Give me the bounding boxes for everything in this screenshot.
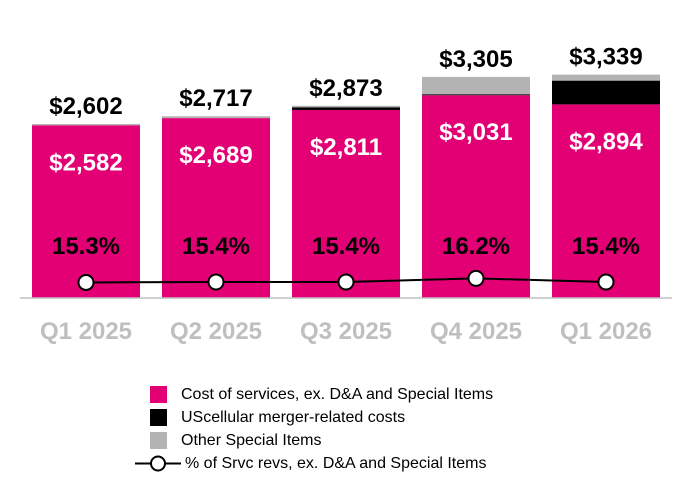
percent-label: 15.4% xyxy=(312,233,380,260)
category-label: Q2 2025 xyxy=(170,318,262,345)
category-label: Q1 2025 xyxy=(40,318,132,345)
category-label: Q3 2025 xyxy=(300,318,392,345)
percent-label: 15.4% xyxy=(182,233,250,260)
bar-segment-other xyxy=(292,105,400,108)
segment-label: $2,582 xyxy=(49,149,122,176)
bar-segment-other xyxy=(32,123,140,126)
total-label: $2,873 xyxy=(309,75,382,102)
bar-segment-uscellular xyxy=(292,107,400,110)
total-label: $3,339 xyxy=(569,44,642,71)
bar-segment-uscellular xyxy=(422,94,530,96)
legend-swatch-black xyxy=(150,409,167,426)
bar-segment-other xyxy=(552,74,660,81)
percent-label: 15.3% xyxy=(52,233,120,260)
segment-label: $2,689 xyxy=(179,142,252,169)
legend-item-cost-of-services: Cost of services, ex. D&A and Special It… xyxy=(150,383,493,406)
legend-label: Other Special Items xyxy=(181,431,322,449)
legend-label: Cost of services, ex. D&A and Special It… xyxy=(181,385,494,403)
bar-segment-other xyxy=(422,76,530,95)
bar-segment-uscellular xyxy=(552,80,660,105)
legend-label: UScellular merger-related costs xyxy=(181,408,406,426)
percent-point xyxy=(207,273,225,291)
segment-label: $3,031 xyxy=(439,119,512,146)
bar-segment-cost xyxy=(552,104,660,298)
bar-segment-cost xyxy=(162,118,270,299)
legend-label: % of Srvc revs, ex. D&A and Special Item… xyxy=(185,454,487,472)
legend-item-percent-line: % of Srvc revs, ex. D&A and Special Item… xyxy=(135,452,493,475)
total-label: $2,602 xyxy=(49,93,122,120)
legend-swatch-magenta xyxy=(150,386,167,403)
bar-segment-other xyxy=(162,116,270,119)
bar-segment-cost xyxy=(292,109,400,299)
total-label: $3,305 xyxy=(439,46,512,73)
total-label: $2,717 xyxy=(179,85,252,112)
bar-segment-cost xyxy=(422,95,530,298)
percent-label: 15.4% xyxy=(572,233,640,260)
percent-label: 16.2% xyxy=(442,233,510,260)
percent-point xyxy=(337,273,355,291)
bar-segment-cost xyxy=(32,125,140,299)
stacked-bar-chart: $2,602 $2,582 15.3% Q1 2025 $2,717 $2,689 15.4… xyxy=(20,44,672,345)
segment-label: $2,811 xyxy=(310,134,382,161)
percent-point xyxy=(467,269,485,287)
legend-item-other-special: Other Special Items xyxy=(150,429,493,452)
line-marker-icon xyxy=(135,455,181,472)
category-label: Q1 2026 xyxy=(560,318,652,345)
percent-point xyxy=(77,273,95,291)
percent-point xyxy=(597,273,615,291)
category-label: Q4 2025 xyxy=(430,318,522,345)
legend-swatch-gray xyxy=(150,432,167,449)
legend: Cost of services, ex. D&A and Special It… xyxy=(135,383,493,475)
legend-item-uscellular: UScellular merger-related costs xyxy=(150,406,493,429)
segment-label: $2,894 xyxy=(569,128,643,155)
